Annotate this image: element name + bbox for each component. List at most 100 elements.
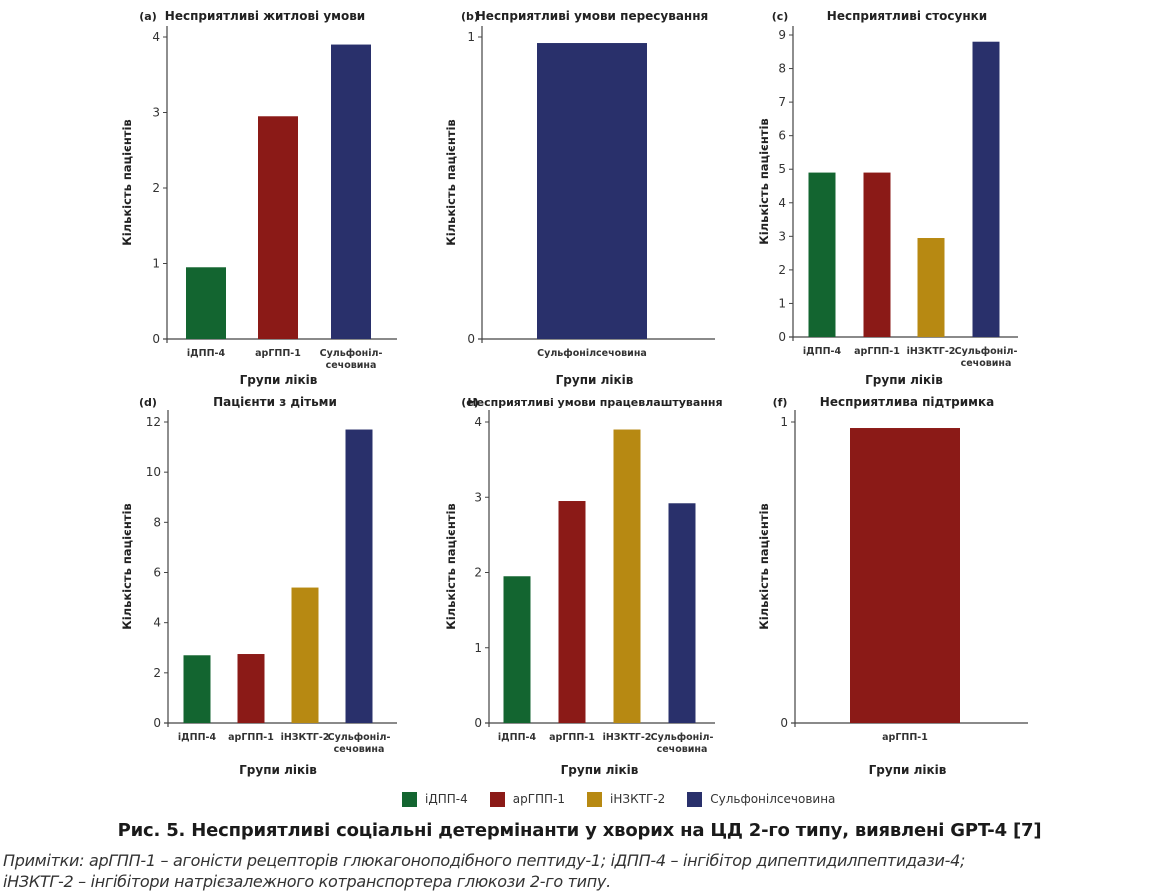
- y-tick-label: 3: [474, 490, 482, 504]
- figure-charts: (a) Несприятливі житлові умови01234Кількі…: [120, 9, 1028, 777]
- y-tick-label: 1: [778, 296, 786, 310]
- y-axis-label: Кількість пацієнтів: [120, 119, 134, 245]
- x-axis-label: Групи ліків: [561, 763, 639, 777]
- x-tick-label-line: арГПП-1: [882, 732, 928, 743]
- y-tick-label: 3: [152, 106, 160, 120]
- y-tick-label: 9: [778, 28, 786, 42]
- y-tick-label: 4: [778, 196, 786, 210]
- chart-title: Несприятливі житлові умови: [165, 9, 365, 23]
- y-tick-label: 5: [778, 162, 786, 176]
- panel-label: (c): [772, 10, 789, 23]
- x-tick-label: іДПП-4: [803, 346, 842, 357]
- chart-title: Несприятливі умови працевлаштування: [467, 396, 722, 409]
- x-tick-label-line: іДПП-4: [498, 732, 537, 743]
- bar-sulfonyl: [331, 44, 371, 340]
- x-tick-label: арГПП-1: [882, 732, 928, 743]
- legend-label-inzktg2: іНЗКТГ-2: [610, 792, 666, 806]
- x-tick-label: іНЗКТГ-2: [281, 732, 330, 743]
- x-tick-label-line: арГПП-1: [228, 732, 274, 743]
- y-tick-label: 6: [778, 129, 786, 143]
- figure-notes: Примітки: арГПП-1 – агоністи рецепторів …: [3, 850, 1159, 892]
- bar-arGPP1: [850, 428, 960, 723]
- x-tick-label-line: іНЗКТГ-2: [907, 346, 956, 357]
- x-tick-label-line: Сульфонілсечовина: [537, 348, 647, 359]
- legend-item-inzktg2: іНЗКТГ-2: [587, 791, 666, 807]
- bar-iDPP4: [808, 172, 836, 337]
- notes-line-2: іНЗКТГ-2 – інгібітори натрієзалежного ко…: [3, 872, 611, 891]
- y-tick-label: 8: [153, 515, 161, 529]
- x-tick-label: арГПП-1: [854, 346, 900, 357]
- y-axis-label: Кількість пацієнтів: [444, 503, 458, 629]
- figure-caption: Рис. 5. Несприятливі соціальні детерміна…: [117, 820, 1042, 841]
- x-tick-label: іДПП-4: [498, 732, 537, 743]
- bar-arGPP1: [237, 654, 265, 723]
- x-tick-label: іДПП-4: [187, 348, 226, 359]
- y-tick-label: 12: [146, 415, 161, 429]
- y-tick-label: 4: [474, 415, 482, 429]
- chart-panel-d: (d) Пацієнти з дітьми 0 2 4 6 8 10 12 Кількість п…: [120, 395, 397, 777]
- x-tick-label: іДПП-4: [178, 732, 217, 743]
- y-tick-label: 0: [152, 332, 160, 346]
- y-tick-label: 0: [467, 332, 475, 346]
- chart-panel-b: (b)Несприятливі умови пересування 0 1 Кільк…: [444, 9, 715, 387]
- x-axis-label: Групи ліків: [239, 763, 317, 777]
- y-tick-label: 4: [153, 616, 161, 630]
- x-tick-label-line: сечовина: [334, 744, 385, 755]
- x-tick-label-line: сечовина: [326, 360, 377, 371]
- x-tick-label-line: іНЗКТГ-2: [603, 732, 652, 743]
- x-tick-label-line: іДПП-4: [187, 348, 226, 359]
- y-tick-label: 0: [474, 716, 482, 730]
- bar-arGPP1: [558, 501, 586, 723]
- y-tick-label: 1: [152, 257, 160, 271]
- y-tick-label: 2: [778, 263, 786, 277]
- legend-item-idpp4: іДПП-4: [402, 791, 468, 807]
- y-axis-label: Кількість пацієнтів: [120, 503, 134, 629]
- legend-swatch-idpp4: [402, 791, 417, 807]
- x-tick-label-line: Сульфоніл-: [651, 732, 714, 743]
- x-tick-label-line: Сульфоніл-: [955, 346, 1018, 357]
- chart-panel-f: (f) Несприятлива підтримка 0 1 Кількість пац…: [757, 395, 1028, 777]
- x-axis-label: Групи ліків: [556, 373, 634, 387]
- bar-sulfonyl: [537, 43, 647, 339]
- y-axis-label: Кількість пацієнтів: [757, 118, 771, 244]
- legend-label-argpp1: арГПП-1: [512, 792, 566, 806]
- y-tick-label: 4: [152, 30, 160, 44]
- chart-panel-a: (a) Несприятливі житлові умови 0 1 2 3 4 Кількі…: [120, 9, 397, 387]
- panel-label: (a): [139, 10, 156, 23]
- y-axis-label: Кількість пацієнтів: [757, 503, 771, 629]
- y-axis-label: Кількість пацієнтів: [444, 119, 458, 245]
- legend-label-idpp4: іДПП-4: [425, 792, 468, 806]
- legend-swatch-inzktg2: [587, 791, 603, 807]
- y-tick-label: 0: [780, 716, 788, 730]
- x-tick-label: арГПП-1: [549, 732, 595, 743]
- y-tick-label: 3: [778, 229, 786, 243]
- panel-label: (f): [773, 396, 788, 409]
- bar-iDPP4: [503, 576, 531, 723]
- legend-item-argpp1: арГПП-1: [489, 791, 566, 807]
- x-tick-label: Сульфонілсечовина: [537, 348, 647, 359]
- bar-iNZKTG2: [917, 238, 945, 337]
- x-tick-label: Сульфоніл-сечовина: [328, 732, 391, 755]
- x-axis-label: Групи ліків: [240, 373, 318, 387]
- bar-sulfonyl: [972, 41, 1000, 337]
- legend: іДПП-4 арГПП-1 іНЗКТГ-2 Сульфонілсечовин…: [402, 790, 857, 808]
- legend-swatch-argpp1: [489, 791, 505, 807]
- bar-sulfonyl: [668, 503, 696, 723]
- y-tick-label: 6: [153, 566, 161, 580]
- legend-swatch-sulfonyl: [687, 791, 703, 807]
- x-tick-label-line: іДПП-4: [178, 732, 217, 743]
- x-tick-label: іНЗКТГ-2: [603, 732, 652, 743]
- bar-arGPP1: [258, 116, 298, 340]
- y-tick-label: 0: [778, 330, 786, 344]
- bar-iNZKTG2: [291, 587, 319, 723]
- notes-line-1: Примітки: арГПП-1 – агоністи рецепторів …: [3, 851, 966, 870]
- bar-iDPP4: [186, 267, 226, 339]
- y-tick-label: 0: [153, 716, 161, 730]
- x-tick-label-line: арГПП-1: [549, 732, 595, 743]
- chart-title: Несприятливі стосунки: [827, 9, 987, 23]
- x-axis-label: Групи ліків: [865, 373, 943, 387]
- y-tick-label: 1: [467, 30, 475, 44]
- x-axis-label: Групи ліків: [869, 763, 947, 777]
- panel-label: (b): [461, 10, 479, 23]
- x-tick-label-line: сечовина: [961, 358, 1012, 369]
